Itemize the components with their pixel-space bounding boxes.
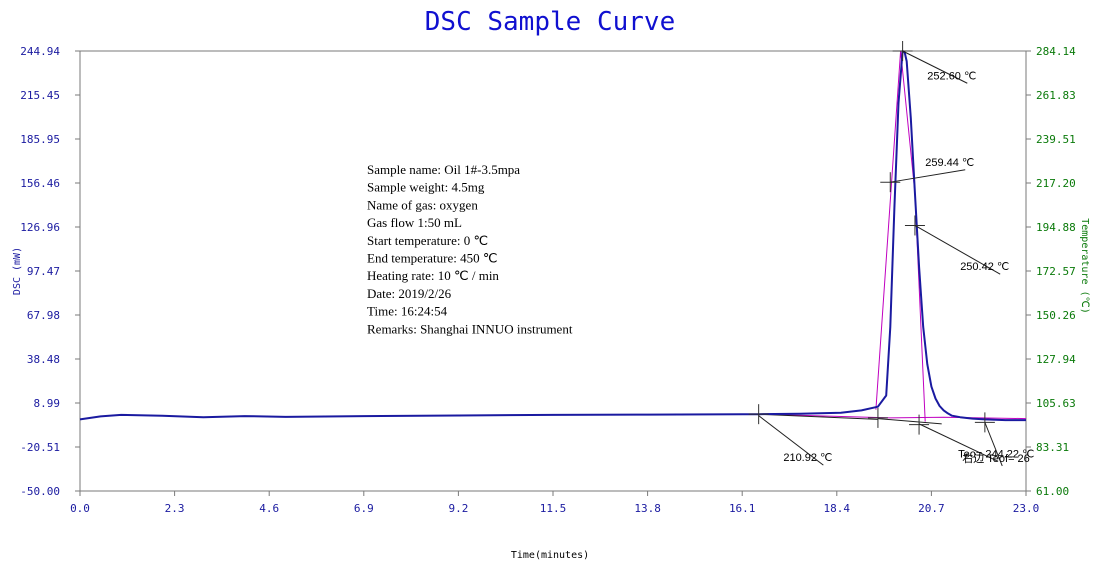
x-tick-label: 23.0 — [1013, 502, 1040, 515]
y-tick-label: -20.51 — [20, 441, 60, 454]
x-axis-label: Time(minutes) — [511, 550, 589, 561]
info-line: End temperature: 450 ℃ — [367, 251, 497, 266]
tick-markers — [748, 41, 995, 435]
y-tick-label: 244.94 — [20, 45, 60, 58]
annotation-leader — [918, 423, 999, 462]
x-tick-label: 18.4 — [824, 502, 851, 515]
y2-tick-label: 194.88 — [1036, 221, 1076, 234]
x-tick-label: 4.6 — [259, 502, 279, 515]
info-line: Remarks: Shanghai INNUO instrument — [367, 321, 573, 336]
info-line: Gas flow 1:50 mL — [367, 215, 462, 230]
y-tick-label: 67.98 — [27, 309, 60, 322]
chart-title: DSC Sample Curve — [425, 7, 675, 37]
y2-tick-label: 172.57 — [1036, 265, 1076, 278]
x-tick-label: 6.9 — [354, 502, 374, 515]
x-tick-label: 11.5 — [540, 502, 567, 515]
annotation-label: 250.42 ℃ — [960, 261, 1009, 273]
annotation-label: 252.60 ℃ — [927, 70, 976, 82]
info-line: Name of gas: oxygen — [367, 197, 478, 212]
annotation-label: 210.92 ℃ — [783, 452, 832, 464]
x-tick-label: 20.7 — [918, 502, 945, 515]
info-line: Time: 16:24:54 — [367, 304, 448, 319]
y-tick-label: -50.00 — [20, 485, 60, 498]
y-axis-label: DSC (mW) — [12, 247, 23, 295]
info-line: Sample name: Oil 1#-3.5mpa — [367, 162, 520, 177]
annotation-leader — [914, 225, 1001, 275]
y-tick-label: 38.48 — [27, 353, 60, 366]
annotation-label: 右边 Teof= 26 — [962, 451, 1030, 465]
y2-axis-label: Temperature (℃) — [1079, 218, 1090, 314]
info-line: Start temperature: 0 ℃ — [367, 233, 488, 248]
annotation-label: Teo= 244.22 ℃ — [958, 448, 1034, 460]
y2-tick-label: 127.94 — [1036, 353, 1076, 366]
y2-tick-label: 217.20 — [1036, 177, 1076, 190]
x-tick-label: 9.2 — [448, 502, 468, 515]
dsc-curve-line — [79, 50, 1026, 422]
x-tick-label: 0.0 — [70, 502, 90, 515]
y2-tick-label: 150.26 — [1036, 309, 1076, 322]
annotation-leader — [758, 415, 824, 466]
y2-tick-label: 261.83 — [1036, 89, 1076, 102]
y2-tick-label: 61.00 — [1036, 485, 1069, 498]
info-box: Sample name: Oil 1#-3.5mpa Sample weight:… — [367, 162, 573, 336]
y-tick-label: 97.47 — [27, 265, 60, 278]
annotation-label: 259.44 ℃ — [925, 157, 974, 169]
tangent-line — [758, 413, 878, 420]
fit-line — [875, 50, 926, 422]
y-tick-label: 126.96 — [20, 221, 60, 234]
x-tick-label: 2.3 — [165, 502, 185, 515]
annotation-leader — [890, 169, 966, 183]
y2-tick-label: 83.31 — [1036, 441, 1069, 454]
annotations: 252.60 ℃ 259.44 ℃ 250.42 ℃ 210.92 ℃ Teo= 244… — [758, 50, 1034, 467]
plot-lines — [79, 50, 1027, 425]
tangent-line — [877, 418, 942, 425]
info-line: Heating rate: 10 ℃ / min — [367, 268, 499, 283]
annotation-leader — [984, 422, 1003, 467]
y2-tick-label: 239.51 — [1036, 133, 1076, 146]
axis-ticks: 244.94 215.45 185.95 156.46 126.96 97.47 67.98… — [20, 45, 1076, 515]
info-line: Sample weight: 4.5mg — [367, 180, 485, 195]
y2-tick-label: 284.14 — [1036, 45, 1076, 58]
y-tick-label: 8.99 — [34, 397, 61, 410]
y2-tick-label: 105.63 — [1036, 397, 1076, 410]
x-tick-label: 13.8 — [634, 502, 661, 515]
y-tick-label: 156.46 — [20, 177, 60, 190]
info-line: Date: 2019/2/26 — [367, 286, 452, 301]
y-tick-label: 215.45 — [20, 89, 60, 102]
x-tick-label: 16.1 — [729, 502, 756, 515]
plot-frame — [79, 50, 1027, 492]
y-tick-label: 185.95 — [20, 133, 60, 146]
annotation-leader — [902, 50, 968, 84]
